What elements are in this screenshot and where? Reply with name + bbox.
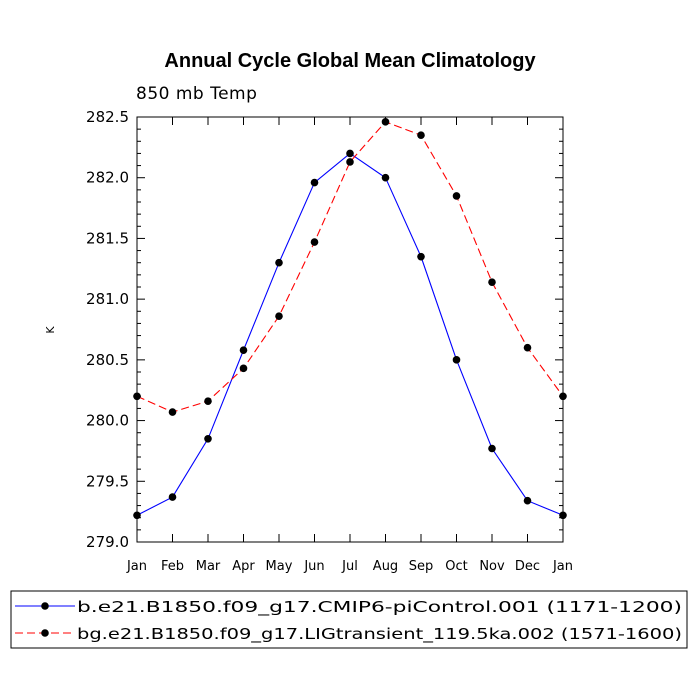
- y-axis-label: K: [44, 326, 57, 334]
- y-tick-label: 279.0: [86, 533, 129, 551]
- data-point: [559, 511, 567, 520]
- x-tick-label: Sep: [409, 559, 434, 574]
- data-point: [275, 258, 283, 267]
- x-tick-label: Mar: [196, 559, 221, 574]
- x-tick-label: May: [266, 559, 293, 574]
- series-layer: [133, 118, 567, 520]
- data-point: [204, 434, 212, 443]
- series-1: [133, 149, 567, 520]
- chart-title: Annual Cycle Global Mean Climatology: [164, 50, 536, 72]
- data-point: [133, 392, 141, 401]
- data-point: [275, 312, 283, 320]
- y-tick-labels: 279.0 279.5 280.0 280.5 281.0 281.5 282.0 282.5: [86, 108, 129, 551]
- data-point: [559, 392, 567, 401]
- y-tick-label: 281.5: [86, 229, 129, 247]
- y-tick-label: 280.5: [86, 351, 129, 369]
- x-tick-label: Apr: [232, 559, 255, 574]
- data-point: [168, 408, 177, 416]
- data-point: [417, 131, 425, 140]
- x-tick-labels: Jan Feb Mar Apr May Jun Jul Aug Sep Oct Nov Dec Jan: [126, 559, 573, 574]
- data-point: [133, 511, 141, 520]
- legend-box: [10, 590, 688, 649]
- data-point: [346, 149, 354, 158]
- x-tick-label: Oct: [445, 559, 467, 574]
- data-point: [239, 364, 248, 373]
- data-point: [417, 252, 425, 261]
- legend-item-1: b.e21.B1850.f09_g17.CMIP6-piControl.001 …: [15, 598, 682, 617]
- chart-subtitle: 850 mb Temp: [136, 84, 257, 104]
- legend-label: bg.e21.B1850.f09_g17.LIGtransient_119.5k…: [77, 625, 682, 644]
- y-tick-label: 281.0: [86, 290, 129, 308]
- data-point: [381, 173, 390, 182]
- x-tick-label: Jan: [552, 559, 573, 574]
- x-tick-label: Dec: [515, 559, 540, 574]
- y-tick-label: 282.5: [86, 108, 129, 126]
- data-point: [346, 158, 354, 166]
- data-point: [488, 444, 496, 453]
- data-point: [452, 192, 461, 200]
- y-tick-label: 279.5: [86, 472, 129, 490]
- data-point: [523, 343, 532, 352]
- series-2: [133, 118, 567, 416]
- legend-item-2: bg.e21.B1850.f09_g17.LIGtransient_119.5k…: [15, 625, 682, 644]
- legend-marker: [41, 629, 49, 637]
- x-tick-label: Aug: [373, 559, 398, 574]
- axis-ticks-layer: [136, 116, 564, 543]
- x-tick-label: Jan: [126, 559, 147, 574]
- plot-frame: [136, 116, 564, 543]
- data-point: [168, 493, 177, 501]
- x-tick-label: Jun: [303, 559, 324, 574]
- data-point: [488, 278, 496, 286]
- legend-marker: [41, 602, 49, 610]
- x-tick-label: Jul: [341, 559, 358, 574]
- data-point: [204, 397, 212, 405]
- y-tick-label: 282.0: [86, 169, 129, 187]
- x-tick-label: Feb: [161, 559, 184, 574]
- y-tick-label: 280.0: [86, 412, 129, 430]
- data-point: [381, 118, 390, 126]
- data-point: [310, 178, 319, 187]
- data-point: [239, 346, 248, 354]
- legend-label: b.e21.B1850.f09_g17.CMIP6-piControl.001 …: [77, 598, 682, 617]
- legend: b.e21.B1850.f09_g17.CMIP6-piControl.001 …: [10, 590, 688, 649]
- x-tick-label: Nov: [479, 559, 505, 574]
- data-point: [310, 238, 319, 246]
- data-point: [452, 356, 461, 364]
- series-line: [136, 152, 564, 516]
- data-point: [523, 496, 532, 505]
